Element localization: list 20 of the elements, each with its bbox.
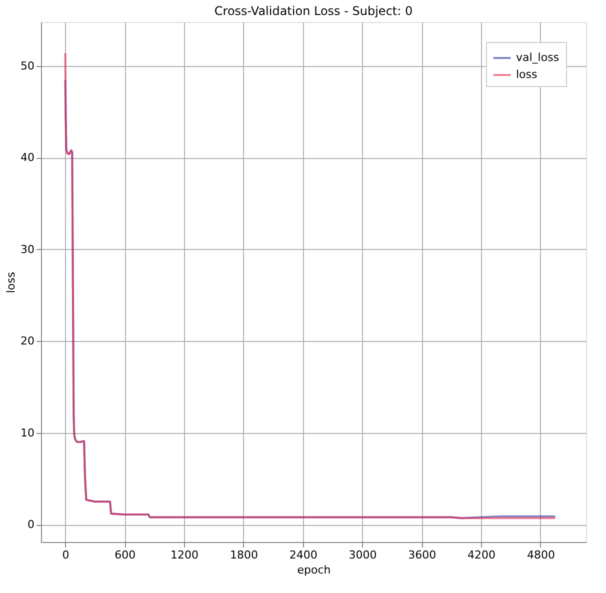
x-tick-label: 4200 [468,548,496,562]
x-tick-label: 600 [114,548,136,562]
chart-title: Cross-Validation Loss - Subject: 0 [214,4,413,18]
x-tick-label: 2400 [289,548,318,562]
x-tick-label: 3600 [408,548,436,562]
y-axis-title: loss [4,272,18,294]
y-tick-label: 20 [20,334,34,348]
x-tick-label: 1800 [230,548,258,562]
y-tick-label: 0 [28,518,34,532]
x-tick-label: 4800 [526,548,555,562]
legend-label: val_loss [516,51,560,64]
legend-label: loss [516,68,538,81]
x-tick-label: 1200 [170,548,199,562]
y-tick-label: 40 [20,151,34,164]
x-axis-title: epoch [297,564,331,576]
y-tick-label: 10 [20,426,34,440]
y-tick-label: 30 [20,242,34,256]
x-tick-label: 0 [62,548,70,562]
y-tick-label: 50 [20,60,34,73]
x-tick-label: 3000 [348,548,377,562]
